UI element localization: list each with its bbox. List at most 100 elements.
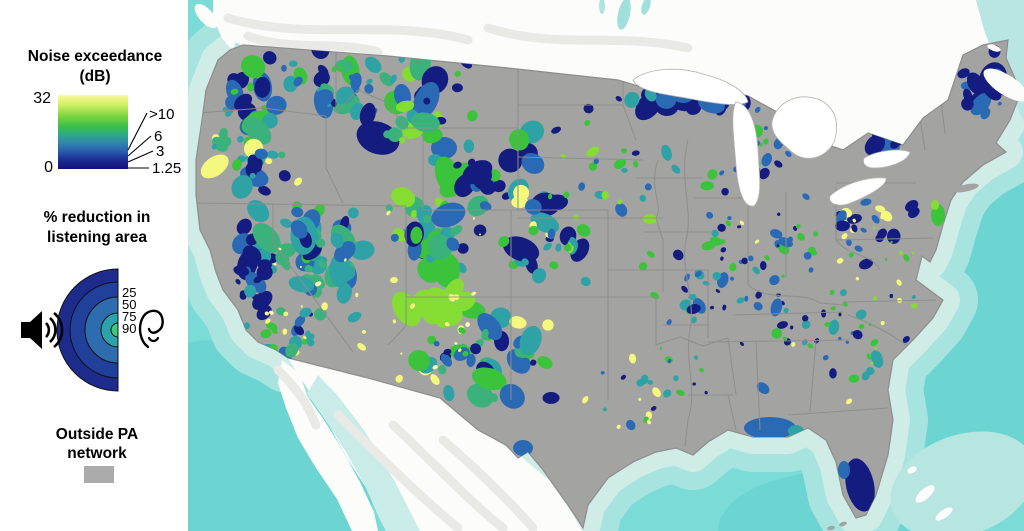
- protected-area-patch: [390, 233, 399, 242]
- protected-area-patch: [769, 275, 780, 286]
- protected-area-patch: [875, 205, 886, 213]
- protected-area-patch: [444, 322, 450, 327]
- protected-area-patch: [411, 112, 440, 133]
- protected-area-patch: [642, 214, 658, 224]
- protected-area-patch: [763, 125, 769, 131]
- protected-area-patch: [650, 406, 657, 411]
- protected-area-patch: [769, 229, 783, 239]
- noise-callout-1-25: 1.25: [152, 160, 181, 177]
- protected-area-patch: [427, 335, 437, 345]
- state-borders: [196, 47, 946, 447]
- protected-area-patch: [727, 216, 732, 220]
- protected-area-patch: [829, 368, 837, 379]
- ear-icon: [138, 309, 164, 349]
- protected-area-patch: [282, 328, 288, 335]
- protected-area-patch: [845, 458, 875, 512]
- island: [983, 68, 1024, 102]
- terrain-shading: [333, 410, 463, 531]
- protected-area-patch: [647, 379, 653, 385]
- terrain-shading: [438, 435, 538, 531]
- protected-area-patch: [304, 265, 313, 273]
- protected-area-patch: [454, 70, 461, 77]
- protected-area-patch: [801, 315, 809, 322]
- protected-area-patch: [758, 167, 770, 180]
- protected-area-patch: [347, 207, 359, 219]
- protected-area-patch: [884, 258, 888, 262]
- protected-area-patch: [586, 146, 600, 157]
- protected-area-patch: [694, 355, 699, 360]
- protected-area-patch: [458, 327, 466, 334]
- listening-area-rings-diagram: [56, 268, 119, 392]
- protected-area-patch: [451, 83, 463, 93]
- protected-area-patch: [408, 350, 430, 372]
- protected-area-patch: [389, 74, 397, 84]
- protected-area-patch: [430, 374, 440, 385]
- protected-area-patch: [754, 239, 760, 244]
- protected-area-patch: [465, 322, 470, 327]
- state-border-line: [835, 237, 934, 241]
- protected-area-patch: [681, 285, 688, 293]
- protected-area-patch: [706, 211, 714, 219]
- protected-area-patch: [795, 223, 801, 229]
- state-border-line: [732, 311, 844, 316]
- protected-area-patch: [722, 304, 727, 311]
- protected-area-patch: [601, 190, 609, 200]
- protected-area-patch: [268, 310, 274, 315]
- protected-area-patch: [737, 225, 742, 229]
- protected-area-patch: [911, 252, 915, 255]
- protected-area-patch: [211, 143, 218, 150]
- state-border-line: [809, 339, 817, 413]
- protected-area-patch: [438, 364, 447, 375]
- state-border-line: [755, 341, 761, 431]
- protected-area-patch: [663, 389, 672, 398]
- protected-area-patch: [808, 267, 814, 273]
- protected-area-patch: [776, 321, 789, 329]
- protected-area-patch: [466, 353, 476, 368]
- protected-area-patch: [317, 64, 329, 77]
- map-area: [58, 0, 1024, 531]
- protected-area-patch: [631, 150, 640, 156]
- protected-area-patch: [253, 275, 264, 284]
- state-border-line: [196, 202, 407, 207]
- protected-area-patch: [709, 305, 715, 310]
- protected-area-patch: [294, 315, 306, 327]
- protected-area-patch: [866, 353, 872, 360]
- protected-area-patch: [235, 278, 241, 285]
- protected-area-patch: [318, 259, 327, 269]
- protected-area-patch: [479, 233, 482, 236]
- protected-area-patch: [275, 250, 290, 266]
- state-border-line: [842, 299, 937, 303]
- protected-area-patch: [509, 129, 530, 151]
- protected-area-patch: [431, 202, 466, 228]
- protected-area-patch: [254, 148, 268, 160]
- protected-area-patch: [624, 91, 640, 108]
- protected-area-patch: [661, 144, 672, 161]
- protected-area-patch: [294, 177, 303, 186]
- protected-area-patch: [347, 311, 362, 323]
- protected-area-patch: [582, 396, 589, 404]
- protected-area-patch: [842, 301, 848, 307]
- protected-area-patch: [542, 392, 560, 404]
- noise-legend-title-line1: Noise exceedance: [28, 48, 163, 65]
- noise-color-gradient-bar: [58, 95, 128, 169]
- listening-ring: [110, 322, 119, 338]
- ring-label-25: 25: [122, 285, 136, 300]
- protected-area-patch: [602, 407, 607, 412]
- protected-area-patch: [392, 319, 396, 324]
- protected-area-patch: [236, 218, 252, 235]
- canadian-lake: [617, 0, 631, 30]
- protected-area-patch: [874, 346, 878, 350]
- protected-area-patch: [519, 325, 542, 356]
- protected-area-patch: [841, 233, 848, 240]
- protected-area-patch: [871, 214, 880, 224]
- protected-area-patch: [344, 258, 347, 262]
- outside-pa-title-line2: network: [67, 445, 127, 462]
- protected-area-patch: [830, 306, 836, 311]
- protected-area-patch: [471, 367, 507, 390]
- protected-area-patch: [299, 265, 302, 269]
- protected-area-patch: [801, 320, 811, 329]
- protected-area-patch: [521, 258, 529, 266]
- outside-pa-swatch: [84, 466, 114, 483]
- protected-area-patch: [588, 162, 598, 171]
- protected-area-patch: [489, 169, 501, 182]
